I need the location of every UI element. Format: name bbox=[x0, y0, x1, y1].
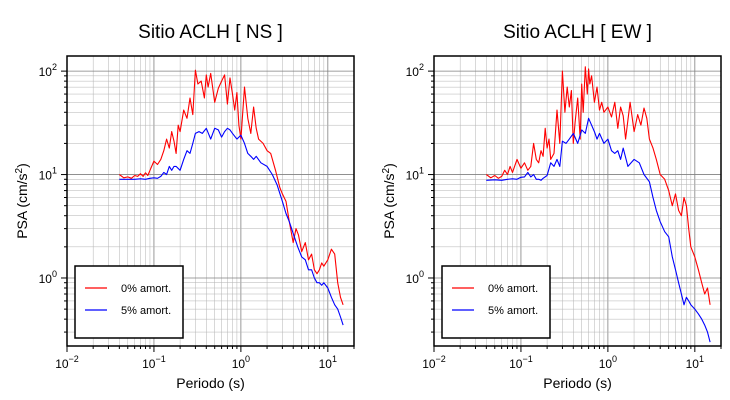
x-tick-label-exponent: −1 bbox=[522, 354, 532, 364]
legend-box bbox=[74, 265, 184, 339]
y-tick-label-exponent: 0 bbox=[52, 269, 57, 279]
y-tick-label-exponent: 2 bbox=[52, 62, 57, 72]
y-tick-label-exponent: 1 bbox=[419, 166, 424, 176]
y-tick-label: 101 bbox=[39, 166, 57, 183]
x-tick-label: 101 bbox=[319, 354, 337, 371]
y-tick-label: 100 bbox=[406, 269, 424, 286]
x-tick-label-base: 10 bbox=[142, 357, 156, 371]
y-tick-label: 100 bbox=[39, 269, 57, 286]
x-tick-label-exponent: 0 bbox=[245, 354, 250, 364]
series-line-0pct bbox=[118, 69, 344, 305]
legend-label-0pct: 0% amort. bbox=[121, 283, 171, 295]
x-axis-label: Periodo (s) bbox=[176, 375, 244, 391]
y-tick-label: 102 bbox=[406, 62, 424, 79]
plot-lines bbox=[485, 66, 711, 343]
x-tick-label: 100 bbox=[232, 354, 250, 371]
plot-frame bbox=[66, 55, 355, 347]
x-tick-label-base: 10 bbox=[599, 357, 613, 371]
y-axis-label-superscript: 2 bbox=[381, 167, 392, 173]
chart-panel-ns: Sitio ACLH [ NS ] Periodo (s) PSA (cm/s2… bbox=[14, 22, 355, 391]
x-tick-label-exponent: −2 bbox=[69, 354, 79, 364]
y-tick-label-exponent: 0 bbox=[419, 269, 424, 279]
series-line-5pct bbox=[119, 127, 344, 326]
x-tick-label: 10−2 bbox=[422, 354, 446, 371]
x-tick-label-base: 10 bbox=[422, 357, 436, 371]
legend: 0% amort. 5% amort. bbox=[441, 265, 551, 339]
x-tick-label: 101 bbox=[686, 354, 704, 371]
x-tick-label-exponent: −2 bbox=[436, 354, 446, 364]
x-tick-label: 10−2 bbox=[55, 354, 79, 371]
y-tick-label-base: 10 bbox=[406, 65, 420, 79]
x-tick-label-exponent: 1 bbox=[699, 354, 704, 364]
x-axis-label: Periodo (s) bbox=[543, 375, 611, 391]
y-tick-label-base: 10 bbox=[39, 169, 53, 183]
x-tick-label-base: 10 bbox=[55, 357, 69, 371]
y-tick-label: 102 bbox=[39, 62, 57, 79]
chart-title: Sitio ACLH [ EW ] bbox=[503, 22, 652, 43]
y-axis-label-base: PSA (cm/s bbox=[14, 173, 30, 238]
y-tick-label-base: 10 bbox=[39, 65, 53, 79]
y-tick-label-base: 10 bbox=[39, 272, 53, 286]
y-axis-label: PSA (cm/s2) bbox=[381, 163, 397, 239]
y-axis-label-superscript: 2 bbox=[14, 167, 25, 173]
series-line-5pct bbox=[486, 117, 711, 343]
y-axis-label-base: PSA (cm/s bbox=[381, 173, 397, 238]
legend-label-0pct: 0% amort. bbox=[488, 283, 538, 295]
y-axis-label-tail: ) bbox=[381, 163, 397, 168]
series-line-0pct bbox=[485, 66, 711, 305]
legend: 0% amort. 5% amort. bbox=[74, 265, 184, 339]
chart-panel-ew: Sitio ACLH [ EW ] Periodo (s) PSA (cm/s2… bbox=[381, 22, 722, 391]
x-tick-label-base: 10 bbox=[319, 357, 333, 371]
y-tick-label-exponent: 1 bbox=[52, 166, 57, 176]
legend-label-5pct: 5% amort. bbox=[121, 305, 171, 317]
legend-box bbox=[441, 265, 551, 339]
x-tick-label: 100 bbox=[599, 354, 617, 371]
x-tick-label-base: 10 bbox=[509, 357, 523, 371]
plot-frame bbox=[433, 55, 722, 347]
x-tick-label: 10−1 bbox=[142, 354, 166, 371]
y-axis-label-tail: ) bbox=[14, 163, 30, 168]
x-tick-label-exponent: −1 bbox=[155, 354, 165, 364]
plot-lines bbox=[118, 69, 344, 326]
x-tick-label: 10−1 bbox=[509, 354, 533, 371]
chart-title: Sitio ACLH [ NS ] bbox=[138, 22, 283, 43]
x-tick-label-base: 10 bbox=[232, 357, 246, 371]
y-tick-label: 101 bbox=[406, 166, 424, 183]
x-tick-label-base: 10 bbox=[686, 357, 700, 371]
x-tick-label-exponent: 1 bbox=[332, 354, 337, 364]
y-tick-label-base: 10 bbox=[406, 272, 420, 286]
y-tick-label-exponent: 2 bbox=[419, 62, 424, 72]
legend-label-5pct: 5% amort. bbox=[488, 305, 538, 317]
y-tick-label-base: 10 bbox=[406, 169, 420, 183]
y-axis-label: PSA (cm/s2) bbox=[14, 163, 30, 239]
x-tick-label-exponent: 0 bbox=[612, 354, 617, 364]
